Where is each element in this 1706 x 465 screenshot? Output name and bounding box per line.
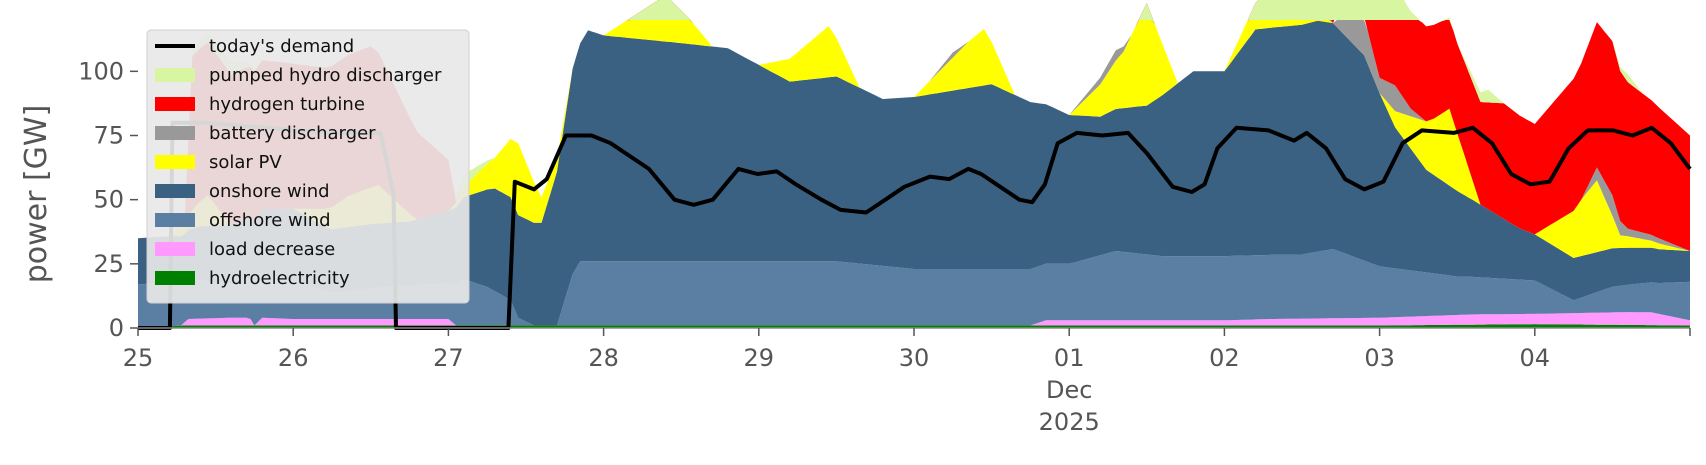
area-hydroelectricity [138,324,1690,328]
x-tick-label: 03 [1364,344,1395,372]
x-tick-label: 28 [588,344,619,372]
x-tick-label: 25 [123,344,154,372]
x-tick-label: 29 [744,344,775,372]
legend-label: offshore wind [209,210,331,231]
legend-label: load decrease [209,239,335,260]
y-tick-label: 50 [93,186,124,214]
legend-swatch [155,242,195,256]
legend-label: onshore wind [209,181,330,202]
area-offshore-wind [138,249,1690,328]
area-solar-pv [138,20,1690,258]
legend-label: today's demand [209,36,354,57]
legend: today's demand pumped hydro discharger hyd… [146,29,470,304]
x-secondary-label: 2025 [1039,408,1100,436]
legend-swatch [155,184,195,198]
x-secondary-label: Dec [1046,376,1092,404]
y-tick-label: 75 [93,122,124,150]
legend-label: solar PV [209,152,282,173]
legend-swatch [155,213,195,227]
x-tick-label: 02 [1209,344,1240,372]
legend-label: pumped hydro discharger [209,65,442,86]
legend-label: hydroelectricity [209,268,350,289]
legend-swatch [155,271,195,285]
y-tick-label: 100 [78,57,124,85]
legend-label: hydrogen turbine [209,94,365,115]
x-tick-label: 30 [899,344,930,372]
area-hydrogen-turbine [138,0,1690,251]
x-tick-label: 26 [278,344,309,372]
demand-line-group [138,120,1692,330]
x-tick-label: 04 [1520,344,1551,372]
area-onshore-wind [138,20,1690,326]
legend-swatch [155,126,195,140]
legend-label: battery discharger [209,123,376,144]
legend-swatch [155,68,195,82]
area-series-group [138,0,1690,328]
y-tick-label: 0 [109,314,124,342]
legend-box [146,29,470,304]
x-tick-label: 01 [1054,344,1085,372]
legend-swatch [155,155,195,169]
demand-line [138,120,1692,330]
area-load-decrease [138,312,1690,328]
legend-swatch [155,97,195,111]
y-tick-label: 25 [93,250,124,278]
y-axis-label: power [GW] [19,105,54,284]
x-tick-label: 27 [433,344,464,372]
